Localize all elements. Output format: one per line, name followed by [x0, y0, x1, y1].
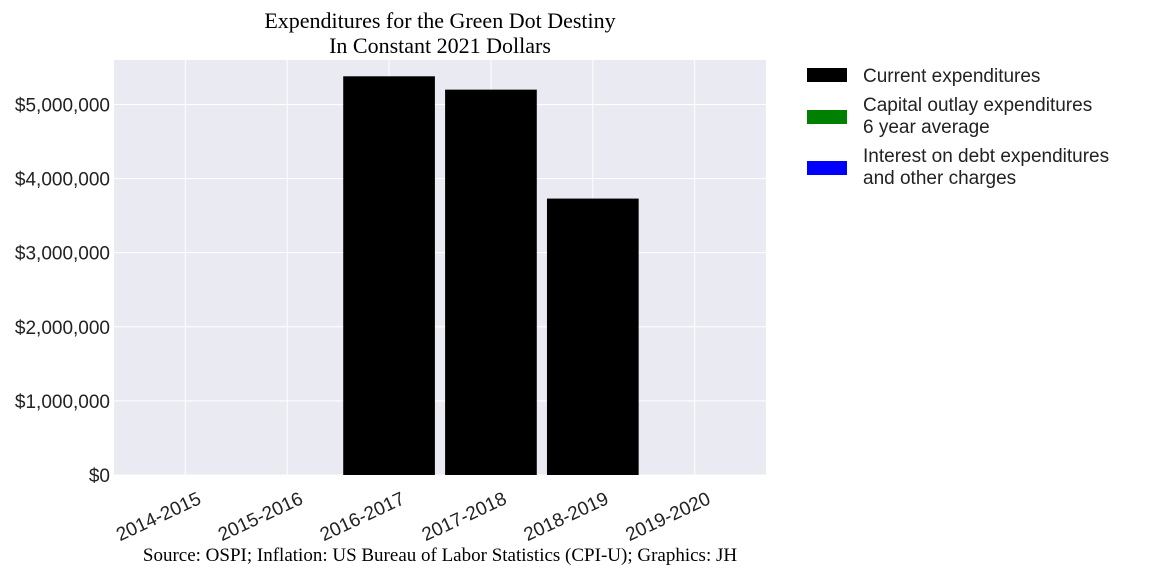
y-tick-label: $3,000,000 [15, 244, 110, 265]
source-note: Source: OSPI; Inflation: US Bureau of La… [143, 545, 737, 566]
chart-subtitle: In Constant 2021 Dollars [329, 33, 551, 58]
legend-swatch-interest [807, 161, 847, 175]
legend-label-capital-line2: 6 year average [863, 117, 990, 138]
x-tick-label: 2014-2015 [113, 488, 204, 545]
bar [546, 198, 639, 475]
y-tick-label: $4,000,000 [15, 170, 110, 191]
y-tick-label: $0 [89, 466, 110, 487]
x-tick-label: 2018-2019 [521, 488, 612, 545]
plot-area [114, 60, 766, 475]
y-axis: $0 $1,000,000 $2,000,000 $3,000,000 $4,000,0… [15, 95, 110, 487]
x-tick-label: 2019-2020 [623, 488, 714, 545]
legend: Current expenditures Capital outlay expe… [807, 66, 1109, 189]
y-tick-label: $5,000,000 [15, 95, 110, 116]
bar [445, 89, 537, 476]
bar-group [343, 76, 639, 476]
x-tick-label: 2015-2016 [215, 488, 306, 545]
legend-label-interest: Interest on debt expenditures [863, 146, 1109, 167]
legend-label-capital: Capital outlay expenditures [863, 95, 1092, 116]
y-tick-label: $2,000,000 [15, 318, 110, 339]
x-axis: 2014-2015 2015-2016 2016-2017 2017-2018 2018… [113, 488, 714, 545]
legend-label-interest-line2: and other charges [863, 168, 1016, 189]
legend-label-current: Current expenditures [863, 66, 1040, 87]
chart-title: Expenditures for the Green Dot Destiny [264, 8, 615, 33]
y-tick-label: $1,000,000 [15, 392, 110, 413]
x-tick-label: 2017-2018 [419, 488, 510, 545]
legend-swatch-current [807, 68, 847, 82]
x-tick-label: 2016-2017 [317, 488, 408, 545]
bar [343, 76, 435, 475]
legend-swatch-capital [807, 110, 847, 124]
